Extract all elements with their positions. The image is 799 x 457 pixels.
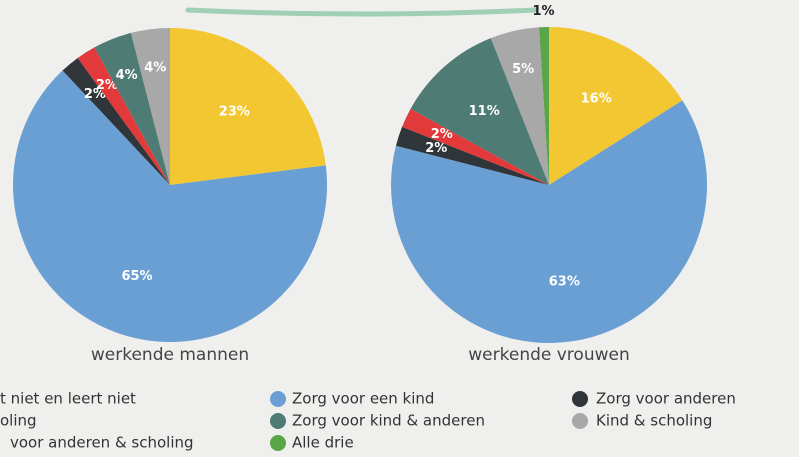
slice-label: 2%: [425, 141, 447, 156]
pie-slice: [170, 28, 326, 185]
pie-slice: [410, 38, 549, 186]
pie-title: werkende mannen: [91, 345, 249, 365]
pie-slice: [12, 70, 328, 343]
slice-label: 4%: [144, 61, 166, 76]
pie-slice: [94, 32, 170, 185]
legend-swatch: [572, 413, 588, 429]
slice-label: 23%: [219, 104, 250, 119]
slice-label: 65%: [121, 269, 152, 284]
legend-swatch: [270, 413, 286, 429]
pie-slice: [402, 108, 549, 185]
pie-slice: [391, 100, 708, 343]
slice-label: 4%: [116, 68, 138, 83]
slice-label: 1%: [533, 4, 555, 19]
pie-slice: [539, 27, 549, 185]
legend-label: oling: [0, 412, 37, 430]
pie-slice: [395, 126, 549, 185]
pie-slice: [490, 27, 549, 185]
slice-label: 2%: [431, 127, 453, 142]
pie-slice: [130, 28, 170, 185]
legend-label: Alle drie: [292, 434, 354, 452]
slice-label: 5%: [512, 62, 534, 77]
pie-title: werkende vrouwen: [468, 345, 629, 365]
decor-line: [185, 7, 538, 17]
legend-label: voor anderen & scholing: [10, 434, 194, 452]
legend-label: Zorg voor een kind: [292, 390, 434, 408]
pie-slice: [549, 27, 683, 185]
legend-swatch: [270, 435, 286, 451]
pie-slice: [77, 47, 170, 186]
legend-swatch: [270, 391, 286, 407]
slice-label: 2%: [84, 87, 106, 102]
legend-label: Kind & scholing: [596, 412, 712, 430]
slice-label: 16%: [581, 92, 612, 107]
legend-swatch: [572, 391, 588, 407]
pie-slice: [62, 57, 170, 186]
slice-label: 11%: [469, 104, 500, 119]
slice-label: 2%: [96, 78, 118, 93]
slice-label: 63%: [549, 274, 580, 289]
legend-label: Zorg voor anderen: [596, 390, 736, 408]
legend-label: t niet en leert niet: [0, 390, 136, 408]
legend-label: Zorg voor kind & anderen: [292, 412, 485, 430]
